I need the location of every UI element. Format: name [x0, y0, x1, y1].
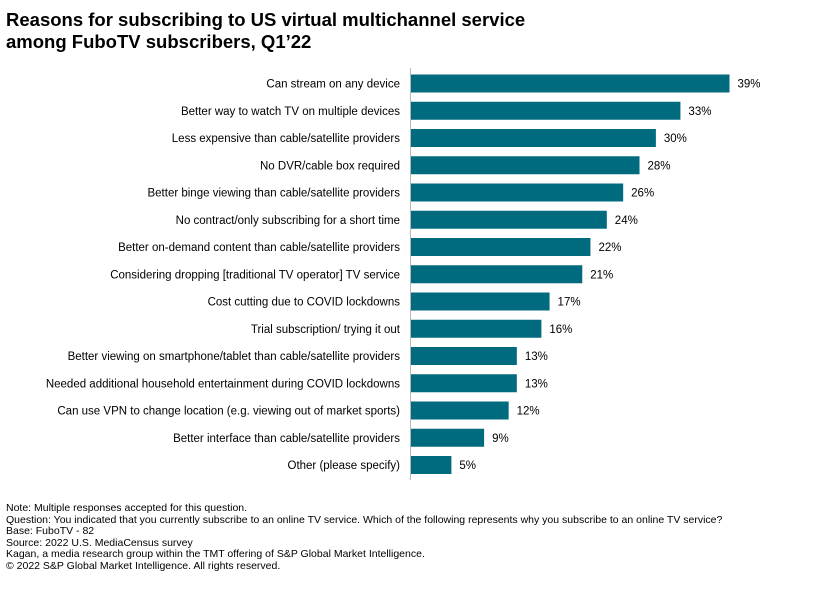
category-label: Considering dropping [traditional TV ope…: [110, 269, 400, 281]
category-label: Trial subscription/ trying it out: [251, 324, 401, 336]
value-label: 16%: [549, 324, 572, 336]
bar: [410, 428, 485, 447]
category-label: Less expensive than cable/satellite prov…: [172, 133, 400, 145]
bar: [410, 265, 583, 284]
bar: [410, 101, 681, 120]
value-label: 22%: [598, 242, 621, 254]
category-label: Better viewing on smartphone/tablet than…: [68, 351, 401, 363]
value-label: 9%: [492, 433, 509, 445]
value-label: 13%: [525, 351, 548, 363]
value-label: 21%: [590, 269, 613, 281]
category-label: No DVR/cable box required: [260, 160, 400, 172]
bar: [410, 292, 550, 311]
bar: [410, 156, 640, 175]
category-label: Better way to watch TV on multiple devic…: [181, 106, 400, 118]
value-label: 5%: [459, 460, 476, 472]
bar: [410, 129, 656, 147]
category-label: Better interface than cable/satellite pr…: [173, 433, 400, 445]
footnote-base: Base: FuboTV - 82: [6, 525, 95, 538]
bar: [410, 238, 591, 256]
chart-title: Reasons for subscribing to US virtual mu…: [6, 9, 706, 53]
footnote-kagan: Kagan, a media research group within the…: [6, 548, 425, 561]
category-label: Needed additional household entertainmen…: [46, 378, 400, 390]
category-label: Can use VPN to change location (e.g. vie…: [57, 406, 400, 418]
bar: [410, 347, 517, 365]
bar: [410, 210, 607, 229]
footnote-note: Note: Multiple responses accepted for th…: [6, 502, 248, 514]
value-label: 13%: [525, 378, 548, 390]
category-label: Better on-demand content than cable/sate…: [118, 242, 400, 254]
value-label: 28%: [648, 160, 671, 172]
bar: [410, 456, 452, 474]
bar: [410, 74, 730, 93]
category-label: Cost cutting due to COVID lockdowns: [208, 297, 401, 309]
category-label: Better binge viewing than cable/satellit…: [147, 188, 400, 200]
value-label: 12%: [517, 406, 540, 418]
chart-title-line-2: among FuboTV subscribers, Q1’22: [6, 31, 312, 52]
bar: [410, 319, 542, 338]
bar: [410, 183, 624, 202]
footnotes: Note: Multiple responses accepted for th…: [6, 502, 723, 573]
value-label: 26%: [631, 188, 654, 200]
footnote-question: Question: You indicated that you current…: [6, 513, 723, 526]
category-label: Other (please specify): [288, 460, 401, 472]
chart-title-line-1: Reasons for subscribing to US virtual mu…: [6, 9, 526, 30]
value-label: 24%: [615, 215, 638, 227]
bar: [410, 374, 517, 393]
footnote-source: Source: 2022 U.S. MediaCensus survey: [6, 536, 193, 549]
footnote-copyright: © 2022 S&P Global Market Intelligence. A…: [6, 559, 281, 572]
value-label: 39%: [738, 79, 761, 91]
value-label: 33%: [688, 106, 711, 118]
category-label: Can stream on any device: [266, 79, 400, 91]
bar-chart: Can stream on any device 39% Better way to…: [46, 68, 761, 480]
category-label: No contract/only subscribing for a short…: [176, 215, 400, 227]
bar: [410, 401, 509, 420]
value-label: 30%: [664, 133, 687, 145]
value-label: 17%: [558, 297, 581, 309]
